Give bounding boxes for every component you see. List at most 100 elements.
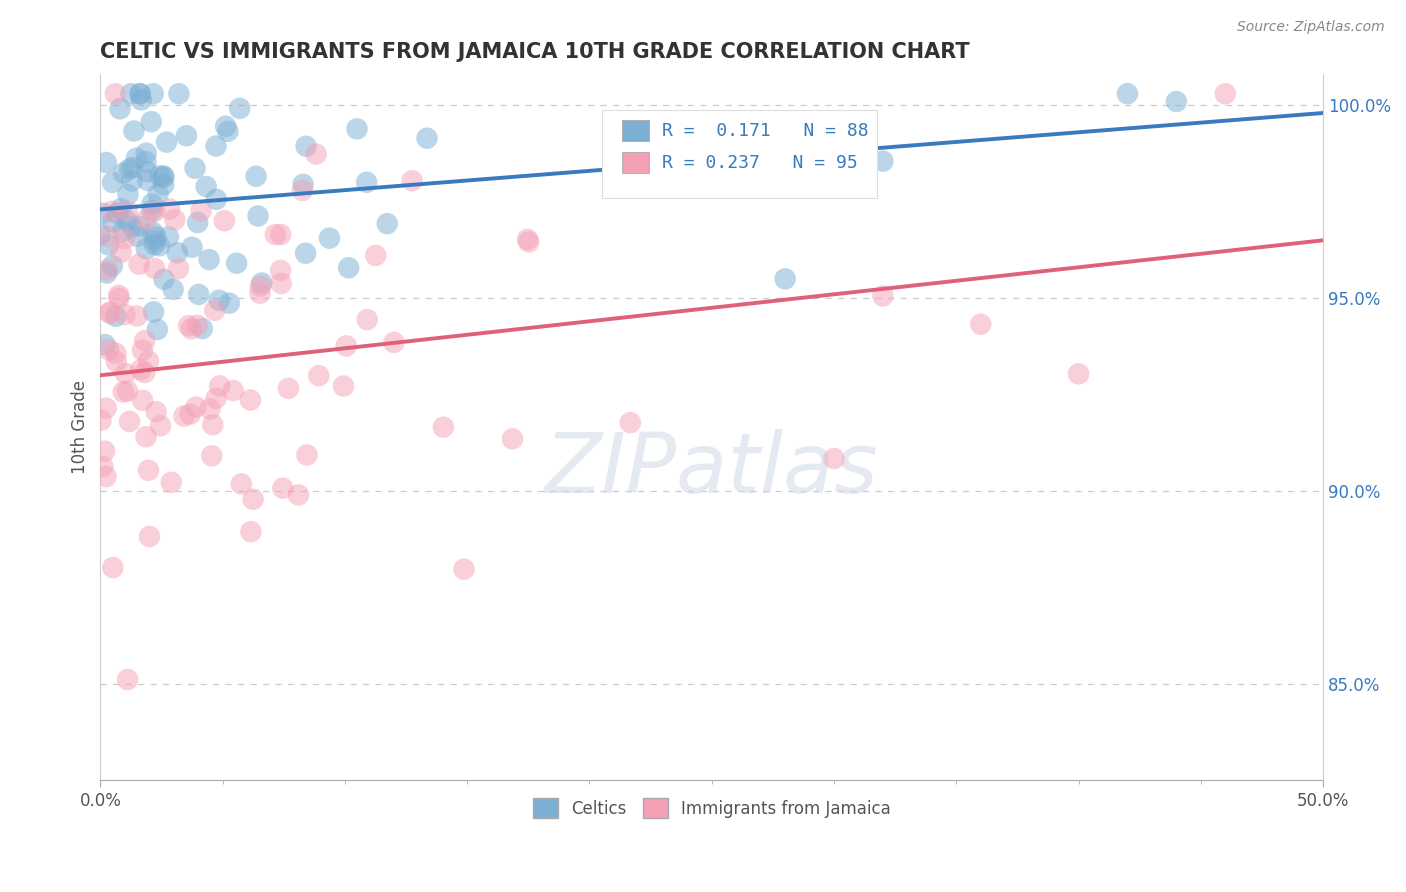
Text: CELTIC VS IMMIGRANTS FROM JAMAICA 10TH GRADE CORRELATION CHART: CELTIC VS IMMIGRANTS FROM JAMAICA 10TH G… (100, 42, 970, 62)
Point (122, 124, 145, 138)
Point (356, 175, 378, 189)
Y-axis label: 10th Grade: 10th Grade (72, 380, 89, 475)
Point (108, 102, 131, 116)
Point (143, 234, 166, 248)
Point (245, 169, 267, 184)
Point (127, 229, 149, 244)
Point (96, 266, 118, 280)
Point (135, 242, 157, 256)
Point (141, 203, 163, 218)
Point (91, 459, 114, 474)
Point (176, 128, 198, 143)
Point (250, 276, 273, 290)
Point (141, 114, 163, 128)
Point (153, 272, 176, 286)
FancyBboxPatch shape (602, 110, 877, 198)
Point (375, 217, 398, 231)
Point (128, 257, 150, 271)
Point (114, 367, 136, 381)
Point (97, 343, 120, 357)
Point (970, 317, 993, 331)
Point (453, 562, 475, 576)
Point (214, 120, 236, 134)
Point (131, 343, 153, 358)
Point (96, 155, 118, 169)
Point (249, 279, 271, 293)
Point (264, 227, 287, 242)
Point (184, 400, 207, 414)
Point (125, 309, 148, 323)
Point (198, 252, 221, 267)
Point (222, 384, 245, 398)
Point (180, 322, 202, 336)
Point (401, 174, 423, 188)
Point (101, 259, 124, 273)
Point (136, 165, 159, 179)
Point (619, 416, 641, 430)
Point (198, 401, 221, 416)
Point (129, 87, 152, 101)
Point (146, 186, 169, 201)
Point (108, 291, 131, 305)
Point (155, 135, 177, 149)
Point (110, 202, 132, 216)
Point (145, 230, 167, 244)
Point (142, 226, 165, 240)
Point (229, 102, 252, 116)
Point (208, 379, 231, 393)
Point (287, 488, 309, 502)
Point (131, 93, 153, 107)
Point (173, 409, 195, 424)
Point (152, 170, 174, 185)
Point (134, 334, 156, 348)
Point (270, 227, 292, 242)
Point (118, 162, 141, 177)
Point (364, 248, 387, 262)
Point (135, 213, 157, 227)
Point (1116, 87, 1139, 101)
Point (295, 448, 318, 462)
Point (308, 368, 330, 383)
Point (337, 260, 360, 275)
Point (205, 139, 228, 153)
Point (187, 216, 209, 230)
Point (135, 146, 157, 161)
Point (160, 475, 183, 490)
Point (152, 178, 174, 192)
Point (294, 246, 316, 260)
Point (191, 321, 214, 335)
Point (135, 154, 157, 169)
Point (516, 232, 538, 246)
Point (146, 322, 169, 336)
Point (167, 87, 190, 101)
Point (135, 430, 157, 444)
Text: R =  0.171   N = 88: R = 0.171 N = 88 (662, 122, 869, 140)
Point (101, 176, 124, 190)
Point (152, 169, 174, 183)
Point (149, 239, 172, 253)
Point (104, 87, 127, 101)
Point (318, 231, 340, 245)
Point (104, 310, 127, 324)
Point (270, 277, 292, 291)
Point (118, 414, 141, 428)
Point (162, 282, 184, 296)
Point (356, 312, 378, 326)
Point (107, 288, 129, 302)
Point (517, 235, 540, 249)
Point (98, 306, 121, 320)
Point (117, 187, 139, 202)
Point (186, 318, 208, 333)
Point (101, 560, 124, 574)
Point (239, 392, 262, 407)
Point (335, 339, 357, 353)
Point (277, 381, 299, 395)
Point (432, 420, 454, 434)
Point (159, 202, 181, 216)
Point (181, 240, 204, 254)
Point (142, 87, 165, 101)
Point (131, 393, 153, 408)
Point (249, 286, 271, 301)
Point (346, 121, 368, 136)
Point (225, 256, 247, 270)
